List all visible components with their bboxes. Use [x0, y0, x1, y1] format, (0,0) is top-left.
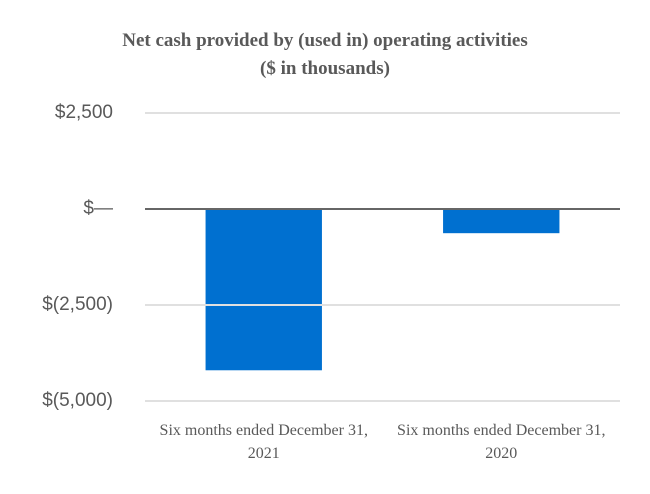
chart-title: Net cash provided by (used in) operating…: [122, 30, 528, 51]
chart-subtitle: ($ in thousands): [260, 58, 390, 79]
x-tick-label: Six months ended December 31, 2021: [159, 422, 368, 462]
y-tick-label: $(5,000): [42, 390, 113, 411]
x-tick-label: Six months ended December 31, 2020: [397, 422, 606, 462]
y-tick-label: $(2,500): [42, 294, 113, 315]
bar: [443, 209, 560, 234]
bar: [205, 209, 322, 371]
y-tick-label: $—: [83, 198, 113, 219]
y-tick-label: $2,500: [55, 102, 113, 123]
